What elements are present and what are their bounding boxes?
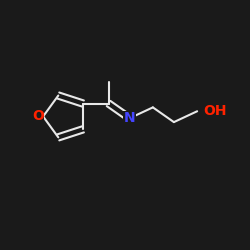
Text: O: O	[32, 110, 44, 124]
Text: OH: OH	[203, 104, 227, 118]
Text: N: N	[124, 111, 136, 125]
